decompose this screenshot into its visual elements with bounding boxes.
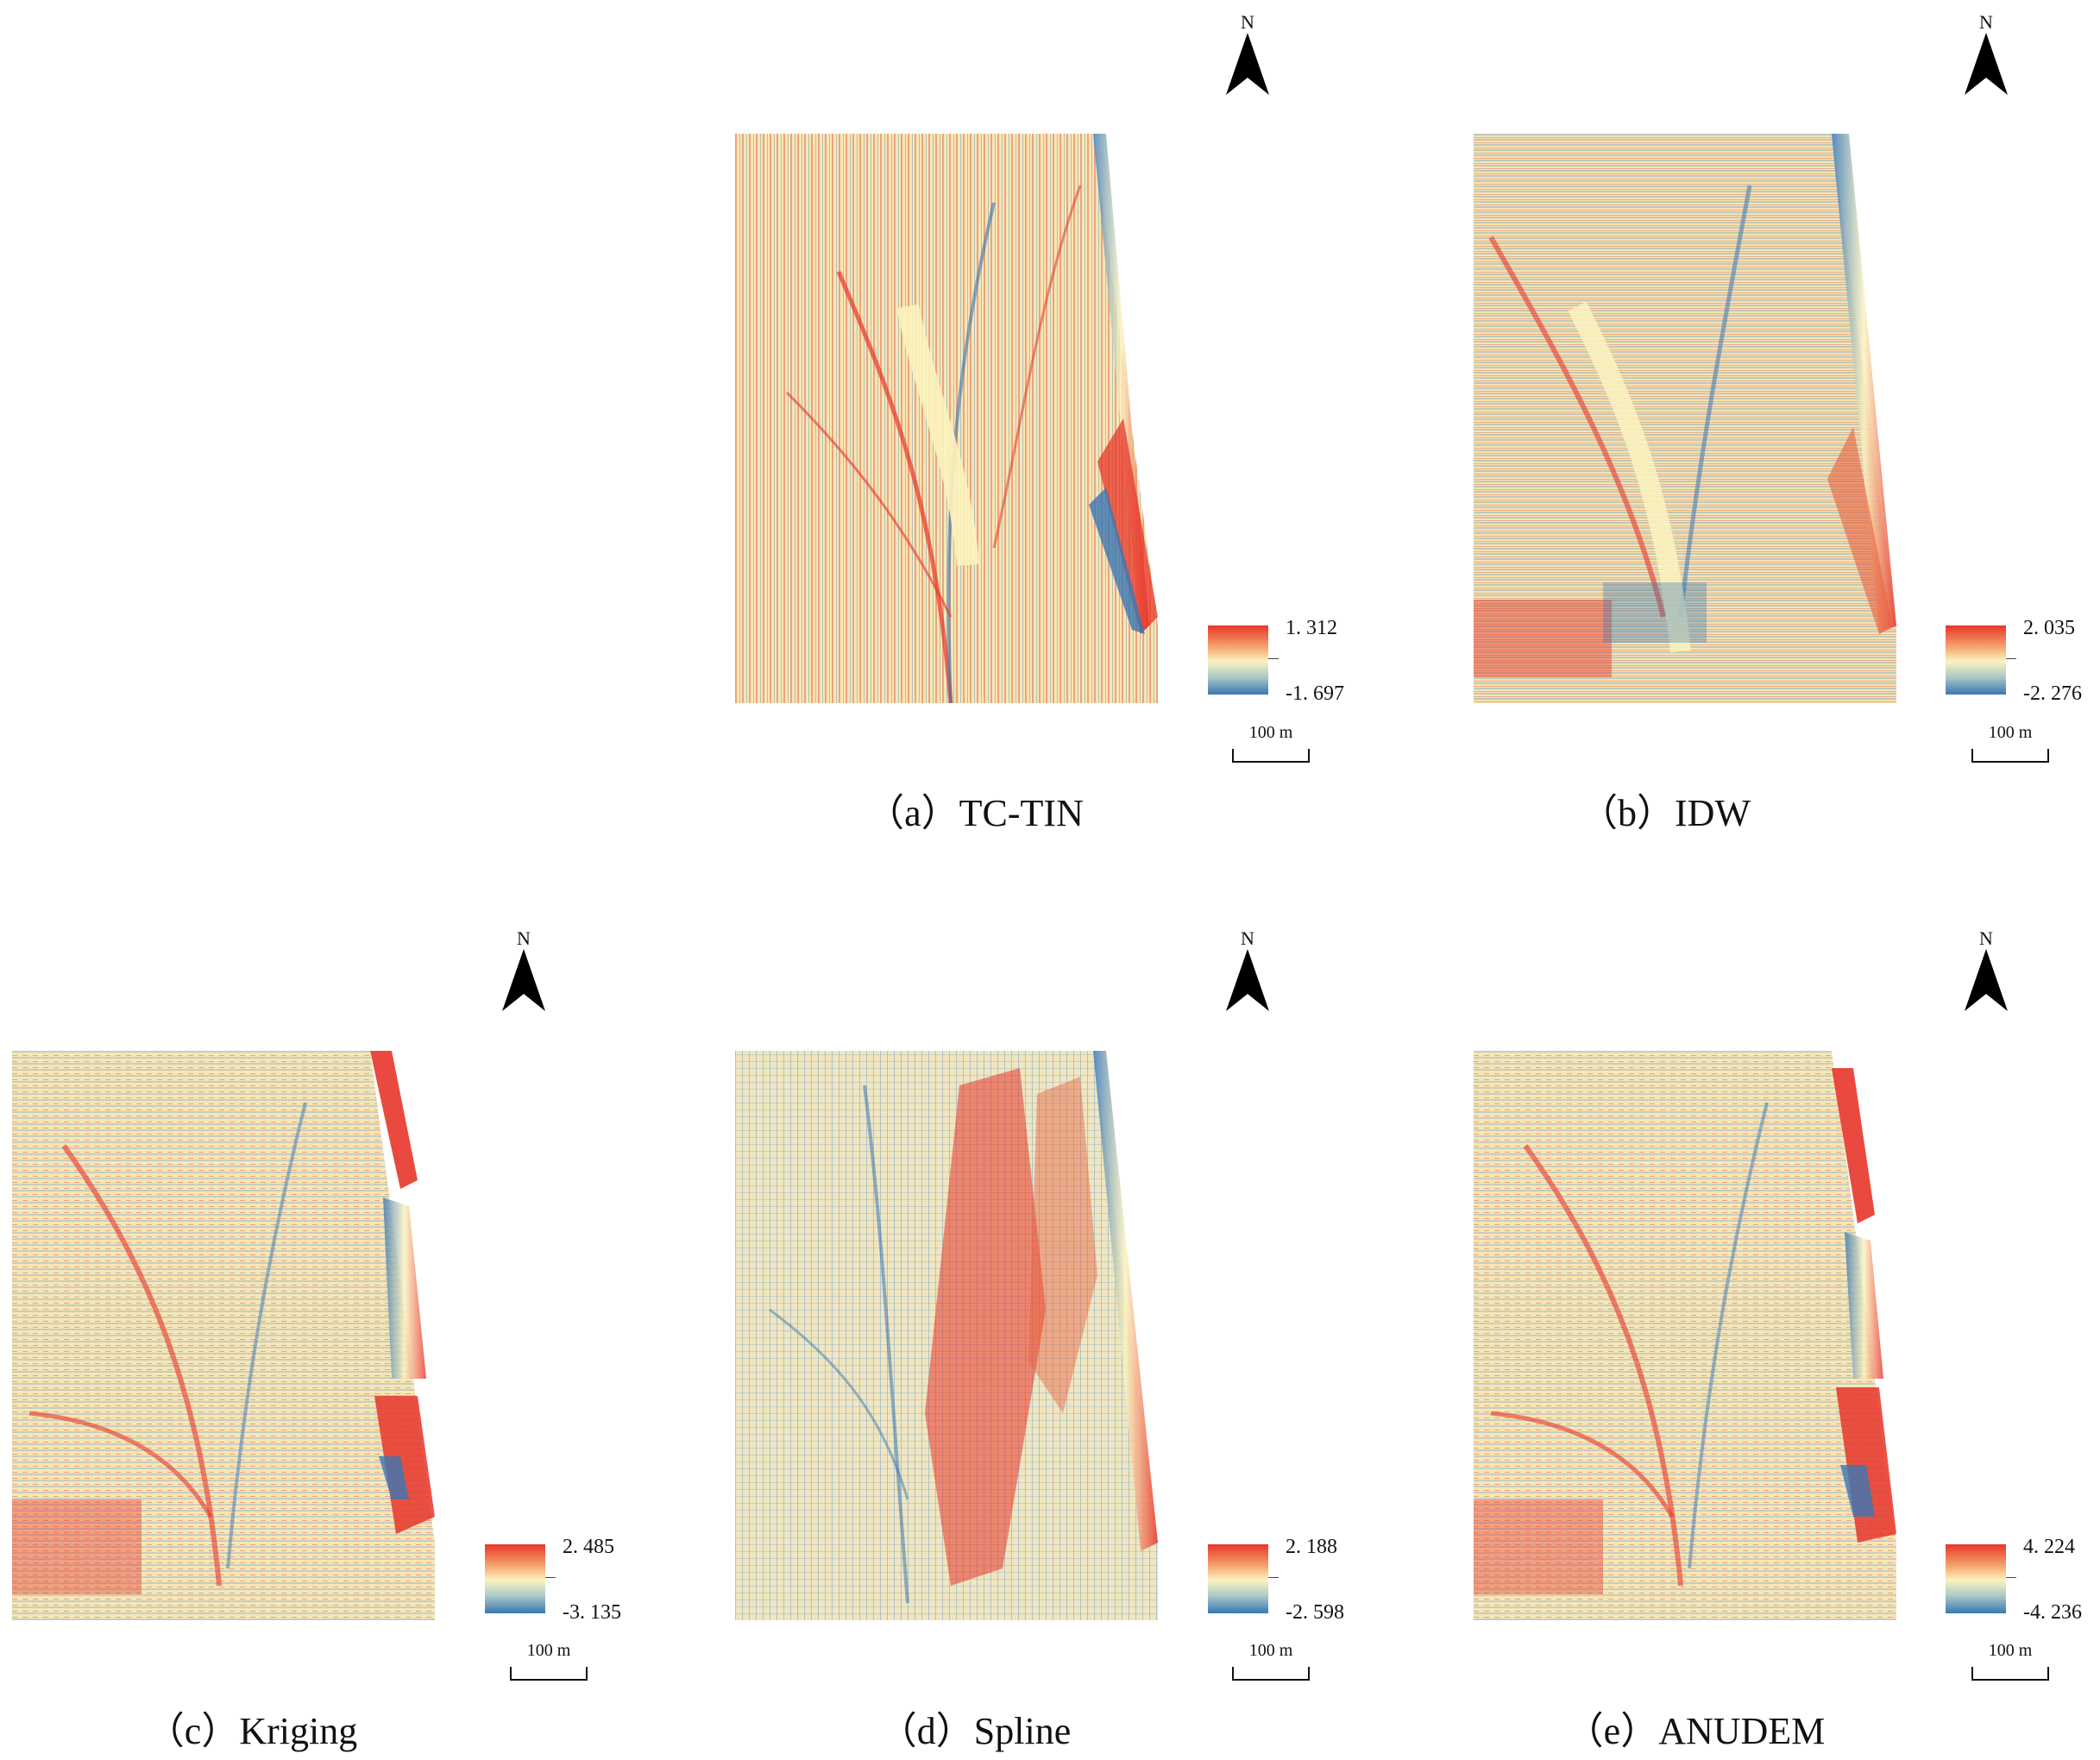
color-ramp xyxy=(1208,625,1268,695)
north-arrow-b: N xyxy=(1960,12,2012,99)
scale-bar-c: 100 m xyxy=(507,1641,590,1681)
map-b xyxy=(1474,134,1896,703)
legend-max: 1. 312 xyxy=(1286,617,1337,639)
legend-max: 2. 035 xyxy=(2023,617,2075,639)
scale-bar-e: 100 m xyxy=(1969,1641,2052,1681)
scale-label: 100 m xyxy=(1988,1641,2033,1660)
scale-label: 100 m xyxy=(1988,723,2033,742)
color-ramp xyxy=(1946,625,2006,695)
north-label: N xyxy=(1979,11,1993,33)
scale-label: 100 m xyxy=(1248,1641,1293,1660)
north-arrow-icon xyxy=(502,949,545,1011)
north-arrow-c: N xyxy=(498,928,550,1015)
north-arrow-icon xyxy=(1965,949,2008,1011)
north-label: N xyxy=(1979,927,1993,949)
scale-label: 100 m xyxy=(526,1641,571,1660)
north-arrow-icon xyxy=(1226,33,1269,95)
map-a xyxy=(735,134,1158,703)
north-arrow-e: N xyxy=(1960,928,2012,1015)
scale-bar-a: 100 m xyxy=(1229,723,1312,763)
north-label: N xyxy=(1241,927,1254,949)
north-arrow-icon xyxy=(1226,949,1269,1011)
north-label: N xyxy=(1241,11,1254,33)
map-d xyxy=(735,1051,1158,1620)
map-e xyxy=(1474,1051,1896,1620)
caption-d: （d）Spline xyxy=(878,1710,1072,1752)
caption-a: （a）TC-TIN xyxy=(866,792,1084,834)
color-ramp xyxy=(1208,1544,1268,1613)
north-arrow-a: N xyxy=(1222,12,1273,99)
north-label: N xyxy=(517,927,531,949)
legend-min: -4. 236 xyxy=(2023,1601,2082,1624)
color-ramp xyxy=(485,1544,545,1613)
legend-min: -3. 135 xyxy=(563,1601,621,1624)
legend-min: -2. 598 xyxy=(1286,1601,1344,1624)
north-arrow-icon xyxy=(1965,33,2008,95)
legend-max: 4. 224 xyxy=(2023,1536,2075,1558)
color-ramp xyxy=(1946,1544,2006,1613)
legend-max: 2. 485 xyxy=(563,1536,614,1558)
north-arrow-d: N xyxy=(1222,928,1273,1015)
legend-min: -2. 276 xyxy=(2023,682,2082,705)
caption-b: （b）IDW xyxy=(1580,792,1751,834)
scale-bar-b: 100 m xyxy=(1969,723,2052,763)
legend-min: -1. 697 xyxy=(1286,682,1344,705)
map-c xyxy=(12,1051,435,1620)
caption-e: （e）ANUDEM xyxy=(1565,1710,1826,1752)
caption-c: （c）Kriging xyxy=(146,1710,358,1752)
scale-label: 100 m xyxy=(1248,723,1293,742)
scale-bar-d: 100 m xyxy=(1229,1641,1312,1681)
legend-max: 2. 188 xyxy=(1286,1536,1337,1558)
